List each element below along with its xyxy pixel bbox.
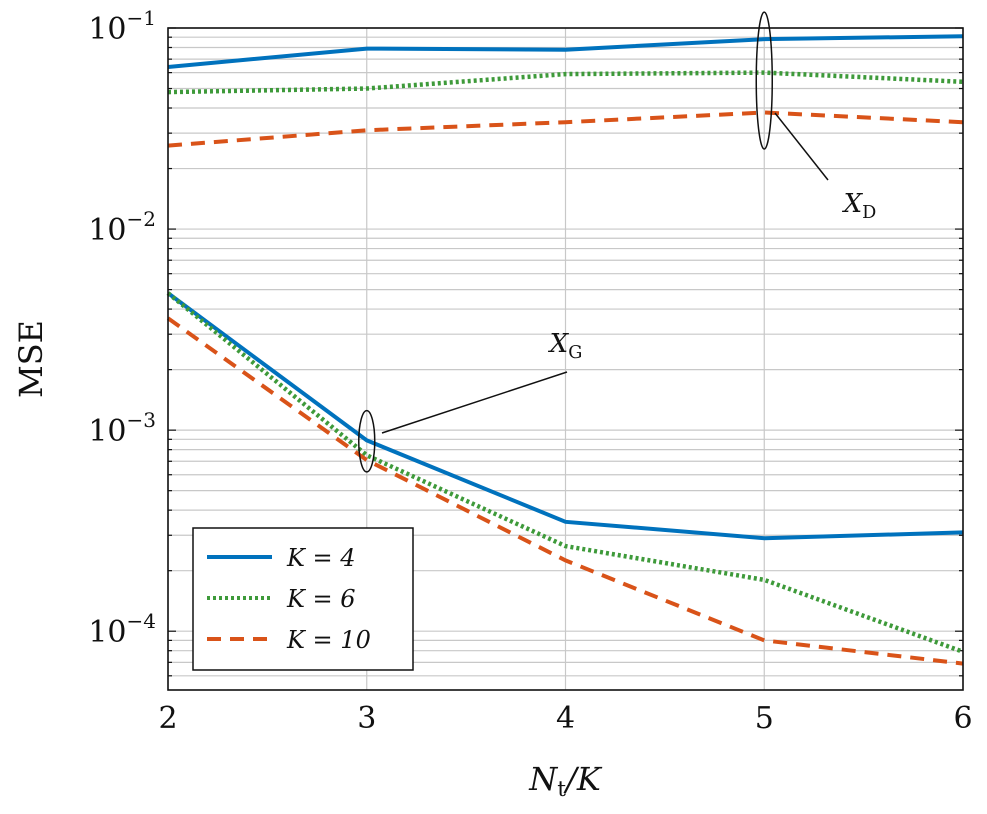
label-subscript: G bbox=[568, 343, 582, 363]
label-main: N bbox=[528, 760, 558, 798]
y-tick-label: 10−4 bbox=[88, 609, 156, 650]
legend-label: K = 10 bbox=[286, 626, 371, 654]
tick-base: 10 bbox=[88, 12, 126, 47]
series-line-X_G-K4 bbox=[166, 291, 964, 541]
tick-base: 10 bbox=[88, 414, 126, 449]
legend-label: K = 6 bbox=[286, 585, 356, 613]
y-tick-label: 10−2 bbox=[88, 207, 156, 248]
series-lines bbox=[166, 34, 964, 666]
annotation-label: XG bbox=[548, 329, 583, 363]
label-main: X bbox=[842, 189, 864, 219]
legend: K = 4 K = 6 K = 10 bbox=[192, 527, 414, 671]
label-subscript: D bbox=[862, 203, 876, 223]
x-tick-label: 4 bbox=[556, 701, 575, 736]
series-line-X_G-K6 bbox=[166, 291, 964, 654]
annotation-leader-line bbox=[381, 371, 568, 434]
y-tick-label: 10−3 bbox=[88, 408, 156, 449]
tick-exponent: −1 bbox=[127, 6, 156, 30]
series-line-X_G-K10 bbox=[166, 316, 964, 666]
x-tick-label: 6 bbox=[953, 701, 972, 736]
x-axis-label: Nt/K bbox=[528, 760, 603, 802]
tick-exponent: −2 bbox=[127, 207, 156, 231]
legend-box bbox=[192, 527, 414, 671]
tick-labels: 2 3 4 5 610−110−210−310−4 bbox=[88, 6, 972, 736]
label-rest: /K bbox=[563, 760, 603, 798]
x-tick-label: 3 bbox=[357, 701, 376, 736]
label-main: X bbox=[548, 329, 570, 359]
y-axis-label: MSE bbox=[12, 320, 50, 398]
label-subscript: t bbox=[557, 777, 566, 802]
x-tick-label: 2 bbox=[158, 701, 177, 736]
y-tick-label: 10−1 bbox=[88, 6, 156, 47]
plot-frame bbox=[167, 27, 964, 691]
annotation-ellipse bbox=[755, 11, 773, 150]
annotation-ellipse bbox=[358, 409, 376, 473]
series-line-X_D-K4 bbox=[167, 34, 964, 69]
tick-base: 10 bbox=[88, 615, 126, 650]
annotation-leader-line bbox=[774, 112, 829, 181]
x-tick-label: 5 bbox=[755, 701, 774, 736]
legend-label: K = 4 bbox=[286, 544, 356, 572]
series-line-X_D-K6 bbox=[167, 70, 964, 95]
series-line-X_D-K10 bbox=[167, 110, 964, 148]
tick-exponent: −3 bbox=[127, 408, 156, 432]
annotation-label: XD bbox=[842, 189, 877, 223]
tick-base: 10 bbox=[88, 213, 126, 248]
tick-exponent: −4 bbox=[127, 609, 156, 633]
